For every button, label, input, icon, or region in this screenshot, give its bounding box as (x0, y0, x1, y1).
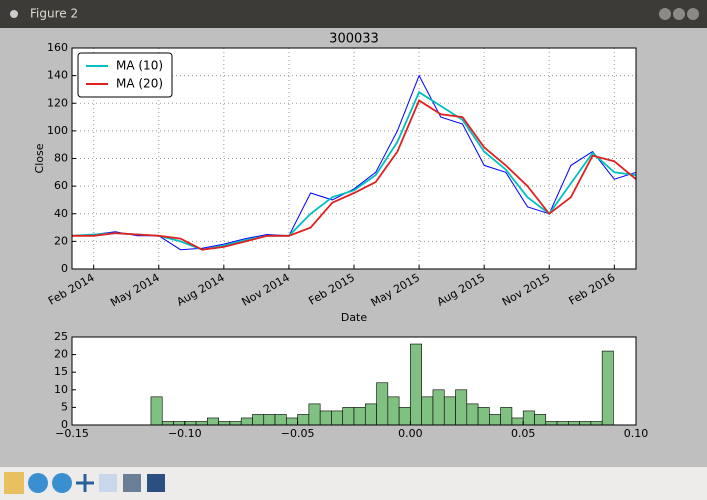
bar (252, 414, 265, 426)
home-button[interactable] (4, 472, 24, 494)
bar (601, 350, 614, 426)
x-tick-label: −0.05 (281, 427, 315, 440)
bar (545, 421, 558, 426)
bar (364, 403, 377, 426)
minimize-button[interactable] (659, 8, 671, 20)
bar (590, 421, 603, 426)
save-button[interactable] (147, 474, 165, 492)
bar (556, 421, 569, 426)
bar (308, 403, 321, 426)
bar (477, 407, 490, 426)
y-tick-label: 40 (54, 207, 68, 220)
y-tick-label: 140 (47, 69, 68, 82)
bar (207, 417, 219, 426)
toolbar (0, 467, 707, 500)
y-tick-label: 15 (54, 365, 68, 378)
bar (443, 396, 456, 426)
y-tick-label: 20 (54, 348, 68, 361)
bar (489, 414, 501, 426)
x-tick-label: −0.15 (55, 427, 89, 440)
bar (297, 414, 310, 426)
y-tick-label: 120 (47, 96, 68, 109)
bar (387, 396, 400, 426)
bar (184, 421, 197, 426)
bar (342, 407, 355, 426)
x-tick-label: 0.05 (511, 427, 536, 440)
bar (466, 403, 479, 426)
x-tick-label: 0.10 (624, 427, 649, 440)
bar (161, 421, 174, 426)
bar (534, 414, 547, 426)
bar (410, 343, 422, 426)
forward-button[interactable] (52, 473, 72, 493)
window-icon (10, 10, 18, 18)
bar (286, 417, 298, 426)
plot-frame (71, 336, 637, 426)
bar (376, 382, 389, 426)
close-button[interactable] (687, 8, 699, 20)
y-tick-label: 5 (61, 400, 68, 413)
y-tick-label: 10 (54, 383, 68, 396)
bar (263, 414, 276, 426)
bar (331, 410, 344, 426)
pan-button[interactable] (76, 474, 94, 492)
window-title: Figure 2 (30, 7, 78, 21)
zoom-button[interactable] (99, 474, 117, 492)
bar (432, 389, 445, 426)
toolbar-buttons (4, 472, 165, 494)
bar (218, 421, 231, 426)
y-tick-label: 80 (54, 152, 68, 165)
legend-label: MA (20) (116, 77, 163, 91)
y-axis-label: Close (33, 143, 46, 173)
series-line (71, 90, 637, 251)
title-bar (0, 0, 707, 28)
bar (522, 410, 535, 426)
series-line (72, 99, 637, 251)
bar (455, 389, 468, 426)
x-axis-label: Date (341, 311, 368, 324)
series-line (71, 74, 637, 251)
bar (398, 407, 411, 426)
bar (274, 414, 287, 426)
plot-frame (71, 47, 637, 270)
y-tick-label: 0 (61, 262, 68, 275)
bar (511, 417, 524, 426)
x-tick-label: −0.10 (168, 427, 202, 440)
bar (500, 407, 513, 426)
bar (229, 421, 242, 426)
chart-title: 300033 (329, 32, 379, 47)
bar (353, 407, 366, 426)
legend-box (77, 52, 173, 98)
y-tick-label: 25 (54, 330, 68, 343)
bar (240, 417, 253, 426)
subplots-button[interactable] (123, 474, 141, 492)
y-tick-label: 100 (47, 124, 68, 137)
bar (195, 421, 208, 426)
bar (173, 421, 186, 426)
back-button[interactable] (28, 473, 48, 493)
y-tick-label: 20 (54, 234, 68, 247)
x-tick-label: 0.00 (398, 427, 423, 440)
y-tick-label: 160 (47, 41, 68, 54)
bar (319, 410, 332, 426)
bar (421, 396, 434, 426)
y-tick-label: 60 (54, 179, 68, 192)
bar (150, 396, 163, 426)
legend-label: MA (10) (116, 59, 163, 73)
bar (579, 421, 592, 426)
maximize-button[interactable] (673, 8, 685, 20)
bar (568, 421, 580, 426)
y-tick-label: 0 (61, 418, 68, 431)
